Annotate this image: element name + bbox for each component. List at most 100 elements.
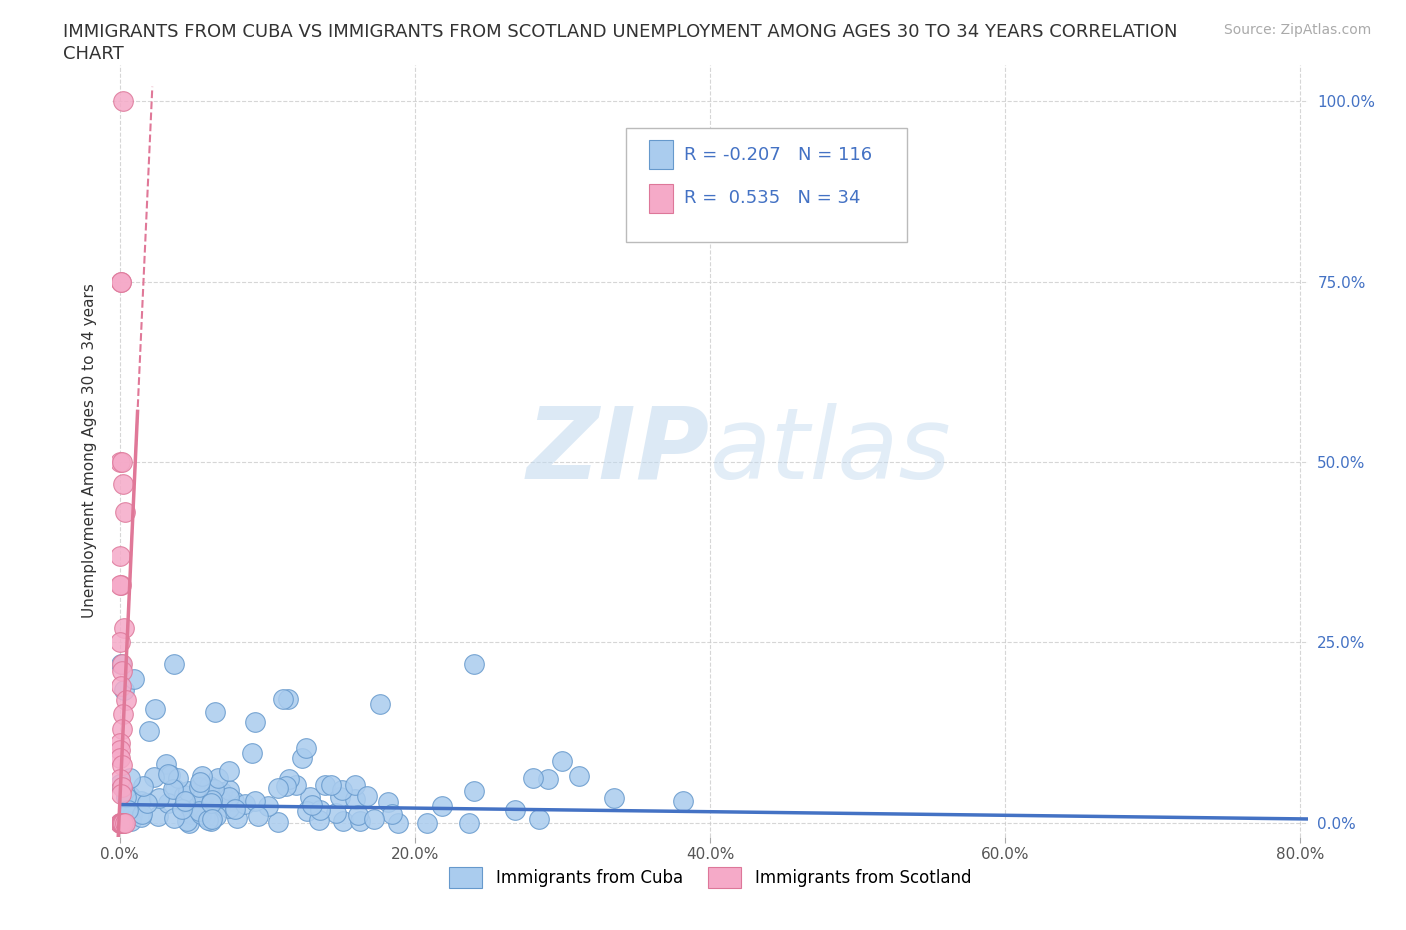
- Point: [301, 797, 323, 812]
- Point: [111, 657, 134, 671]
- Point: [112, 620, 135, 635]
- Point: [121, 807, 143, 822]
- Point: [308, 803, 330, 817]
- Point: [110, 455, 132, 470]
- Point: [129, 793, 152, 808]
- Point: [201, 788, 224, 803]
- Point: [108, 578, 131, 592]
- Point: [529, 812, 551, 827]
- Point: [200, 793, 222, 808]
- Point: [112, 94, 135, 109]
- Point: [173, 788, 195, 803]
- Text: atlas: atlas: [710, 403, 952, 499]
- Point: [284, 777, 307, 792]
- Point: [111, 815, 134, 830]
- Point: [267, 815, 290, 830]
- Point: [114, 815, 136, 830]
- Point: [291, 751, 314, 765]
- Point: [430, 798, 453, 813]
- Point: [240, 745, 263, 760]
- Point: [298, 789, 321, 804]
- Point: [222, 793, 245, 808]
- Point: [138, 724, 160, 738]
- Point: [159, 767, 181, 782]
- Point: [218, 783, 240, 798]
- Point: [108, 635, 131, 650]
- Point: [143, 701, 166, 716]
- Point: [111, 757, 134, 772]
- Point: [148, 809, 170, 824]
- Point: [243, 793, 266, 808]
- Point: [211, 794, 233, 809]
- Point: [387, 815, 409, 830]
- Point: [110, 455, 132, 470]
- Point: [120, 770, 142, 785]
- Point: [111, 815, 134, 830]
- Point: [110, 274, 132, 289]
- Point: [568, 769, 591, 784]
- Point: [176, 813, 198, 828]
- Point: [211, 785, 233, 800]
- Point: [226, 810, 249, 825]
- Point: [332, 814, 354, 829]
- Point: [117, 803, 139, 817]
- Point: [155, 757, 177, 772]
- Point: [458, 815, 481, 830]
- Point: [245, 715, 267, 730]
- Point: [112, 707, 135, 722]
- Point: [174, 794, 197, 809]
- Point: [108, 736, 131, 751]
- Point: [187, 799, 209, 814]
- Point: [537, 771, 560, 786]
- Point: [118, 789, 141, 804]
- Point: [162, 782, 184, 797]
- Point: [363, 811, 385, 826]
- Text: R =  0.535   N = 34: R = 0.535 N = 34: [685, 190, 860, 207]
- Point: [111, 815, 134, 830]
- Point: [117, 806, 139, 821]
- Point: [142, 770, 165, 785]
- Point: [314, 777, 336, 792]
- Point: [187, 804, 209, 818]
- Point: [319, 777, 342, 792]
- Point: [110, 751, 132, 765]
- Point: [274, 778, 297, 793]
- Point: [180, 806, 202, 821]
- Point: [343, 777, 366, 792]
- Point: [200, 814, 222, 829]
- Point: [114, 693, 136, 708]
- Point: [166, 770, 188, 785]
- Point: [204, 809, 226, 824]
- Text: Source: ZipAtlas.com: Source: ZipAtlas.com: [1223, 23, 1371, 37]
- Point: [163, 810, 186, 825]
- Point: [224, 802, 246, 817]
- Point: [110, 786, 132, 801]
- Point: [295, 740, 318, 755]
- Point: [148, 790, 170, 805]
- Point: [218, 790, 240, 804]
- Point: [115, 790, 138, 804]
- Point: [191, 790, 214, 805]
- Point: [110, 678, 132, 693]
- Point: [271, 691, 294, 706]
- Point: [200, 795, 222, 810]
- Point: [110, 548, 132, 563]
- Point: [197, 793, 219, 808]
- Point: [208, 790, 231, 805]
- Point: [349, 814, 371, 829]
- Point: [218, 764, 240, 778]
- Point: [278, 771, 301, 786]
- Point: [202, 781, 225, 796]
- Point: [129, 810, 152, 825]
- Text: R = -0.207   N = 116: R = -0.207 N = 116: [685, 146, 872, 164]
- Point: [108, 777, 131, 791]
- Point: [110, 815, 132, 830]
- Point: [122, 672, 145, 687]
- Point: [110, 657, 132, 671]
- Point: [132, 778, 155, 793]
- Point: [112, 683, 135, 698]
- Point: [110, 815, 132, 830]
- Point: [297, 804, 319, 818]
- Point: [165, 781, 187, 796]
- Point: [163, 657, 186, 671]
